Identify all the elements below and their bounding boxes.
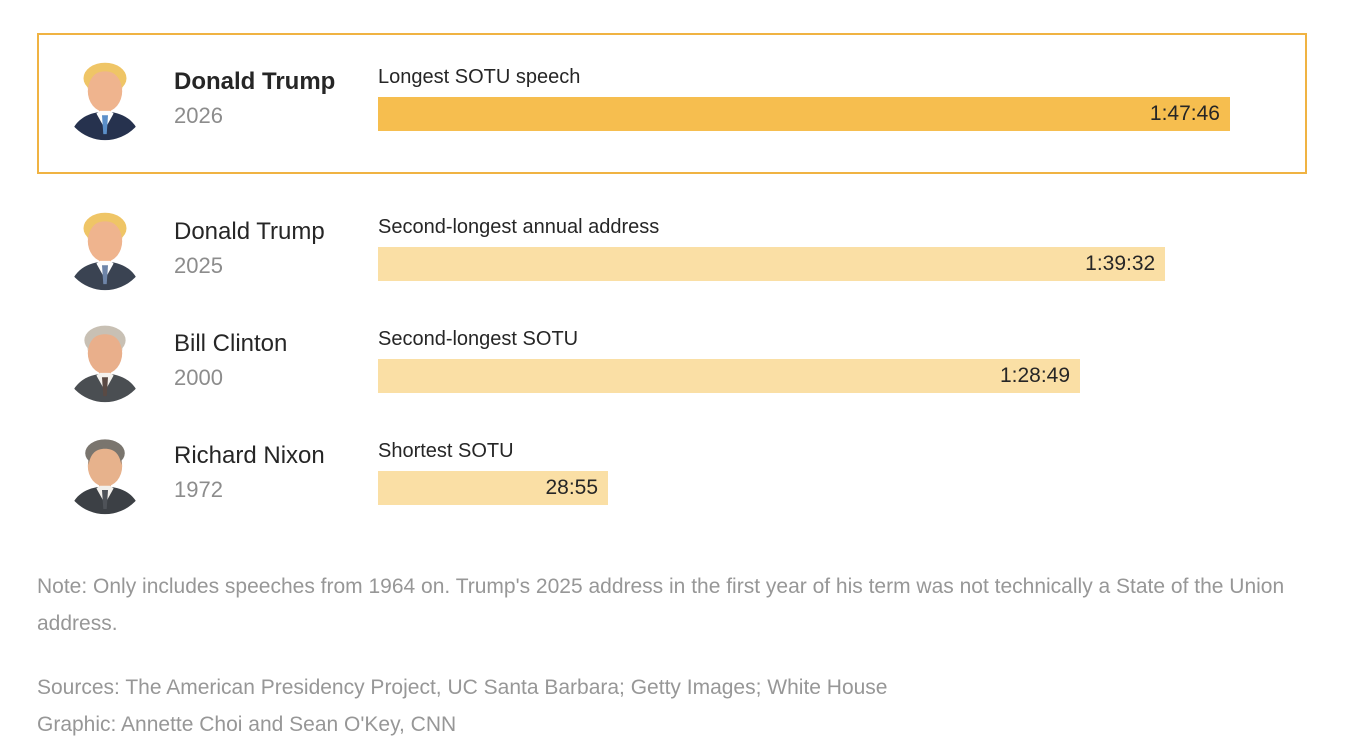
duration-value: 1:28:49 xyxy=(999,363,1071,387)
bar-description: Longest SOTU speech xyxy=(378,65,581,88)
president-name: Donald Trump xyxy=(174,218,325,245)
graphic-credit-line: Graphic: Annette Choi and Sean O'Key, CN… xyxy=(37,713,457,736)
duration-value: 1:39:32 xyxy=(1085,251,1156,275)
speech-year: 2026 xyxy=(174,103,223,128)
bar-column: Second-longest SOTU 1:28:49 xyxy=(378,328,1307,393)
chart-row-clinton-2000: Bill Clinton 2000 Second-longest SOTU 1:… xyxy=(37,310,1307,410)
bar-track: 1:39:32 xyxy=(378,246,1230,281)
president-identity: Donald Trump 2026 xyxy=(150,68,378,128)
bar-track: 1:47:46 xyxy=(378,96,1230,131)
bar-description: Second-longest SOTU xyxy=(378,327,579,350)
credits: Sources: The American Presidency Project… xyxy=(37,669,1307,743)
president-portrait xyxy=(62,312,150,408)
sources-line: Sources: The American Presidency Project… xyxy=(37,676,888,699)
bar-description: Second-longest annual address xyxy=(378,215,660,238)
bar-column: Second-longest annual address 1:39:32 xyxy=(378,216,1307,281)
footnote: Note: Only includes speeches from 1964 o… xyxy=(37,575,1285,635)
president-portrait xyxy=(62,200,150,296)
president-identity: Richard Nixon 1972 xyxy=(150,442,378,502)
chart-row-trump-2025: Donald Trump 2025 Second-longest annual … xyxy=(37,198,1307,298)
chart-row-trump-2026: Donald Trump 2026 Longest SOTU speech 1:… xyxy=(62,48,1282,148)
president-portrait xyxy=(62,50,150,146)
duration-value: 1:47:46 xyxy=(1149,101,1220,125)
highlighted-row-card: Donald Trump 2026 Longest SOTU speech 1:… xyxy=(37,33,1307,174)
duration-bar: 1:39:32 xyxy=(378,246,1166,281)
president-identity: Donald Trump 2025 xyxy=(150,218,378,278)
portrait-nixon-1972-icon xyxy=(68,439,142,515)
bar-track: 28:55 xyxy=(378,470,1230,505)
bar-description: Shortest SOTU xyxy=(378,439,514,462)
president-identity: Bill Clinton 2000 xyxy=(150,330,378,390)
portrait-trump-2025-icon xyxy=(68,212,142,291)
president-name: Bill Clinton xyxy=(174,330,288,357)
duration-bar: 1:28:49 xyxy=(378,358,1081,393)
duration-bar: 1:47:46 xyxy=(378,96,1230,131)
chart-row-nixon-1972: Richard Nixon 1972 Shortest SOTU 28:55 xyxy=(37,422,1307,522)
president-portrait xyxy=(62,424,150,520)
duration-bar: 28:55 xyxy=(378,470,609,505)
speech-year: 1972 xyxy=(174,477,223,502)
duration-value: 28:55 xyxy=(545,475,599,499)
bar-column: Longest SOTU speech 1:47:46 xyxy=(378,66,1282,131)
portrait-clinton-2000-icon xyxy=(68,325,142,403)
portrait-trump-2026-icon xyxy=(68,62,142,141)
speech-year: 2000 xyxy=(174,365,223,390)
bar-track: 1:28:49 xyxy=(378,358,1230,393)
president-name: Donald Trump xyxy=(174,68,336,95)
president-name: Richard Nixon xyxy=(174,442,325,469)
speech-year: 2025 xyxy=(174,253,223,278)
bar-column: Shortest SOTU 28:55 xyxy=(378,440,1307,505)
